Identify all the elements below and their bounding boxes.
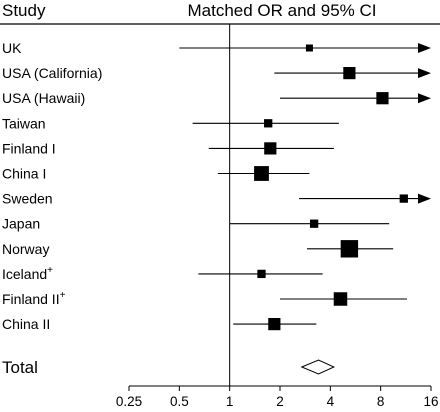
- study-label-text: Japan: [2, 216, 40, 232]
- study-label-6: Sweden: [2, 191, 53, 207]
- ci-arrow-6: [418, 193, 431, 204]
- study-label-superscript: +: [60, 290, 66, 301]
- point-estimate-10: [333, 292, 348, 306]
- study-label-4: Finland I: [2, 140, 56, 156]
- point-estimate-2: [376, 92, 389, 105]
- study-label-8: Norway: [2, 241, 49, 257]
- study-label-text: Norway: [2, 241, 49, 257]
- x-tick-label-2: 1: [226, 394, 234, 409]
- study-label-text: Taiwan: [2, 115, 46, 131]
- study-label-text: USA (Hawaii): [2, 90, 85, 106]
- study-label-11: China II: [2, 316, 50, 332]
- ci-arrow-0: [418, 43, 431, 53]
- point-estimate-5: [254, 166, 269, 181]
- x-tick-label-5: 8: [377, 394, 385, 409]
- x-tick-label-1: 0.5: [170, 394, 189, 409]
- study-label-2: USA (Hawaii): [2, 90, 85, 106]
- study-label-0: UK: [2, 40, 22, 56]
- total-label: Total: [2, 358, 38, 377]
- study-label-1: USA (California): [2, 65, 102, 81]
- point-estimate-6: [399, 194, 408, 203]
- x-tick-label-6: 16: [423, 394, 438, 409]
- point-estimate-8: [340, 240, 359, 258]
- total-diamond: [300, 359, 336, 375]
- point-estimate-9: [257, 269, 266, 279]
- ci-arrow-2: [418, 93, 431, 104]
- point-estimate-4: [264, 142, 277, 155]
- study-label-text: Sweden: [2, 191, 53, 207]
- point-estimate-3: [264, 119, 273, 128]
- study-label-3: Taiwan: [2, 115, 46, 131]
- x-tick-label-3: 2: [276, 394, 284, 409]
- point-estimate-1: [343, 67, 356, 80]
- study-label-5: China I: [2, 166, 46, 182]
- study-label-superscript: +: [47, 265, 53, 276]
- study-rows: UK USA (California) USA (Hawaii) Taiwan Finl…: [2, 40, 431, 377]
- x-tick-label-0: 0.25: [116, 394, 142, 409]
- point-estimate-7: [309, 219, 319, 228]
- study-label-text: China II: [2, 316, 50, 332]
- study-label-7: Japan: [2, 216, 40, 232]
- point-estimate-0: [305, 44, 313, 52]
- study-label-text: China I: [2, 166, 46, 182]
- ci-arrow-1: [418, 68, 431, 79]
- x-tick-label-4: 4: [327, 394, 335, 409]
- x-axis: 0.25 0.5 1 2 4 8 16: [116, 24, 439, 409]
- study-label-text: Finland II: [2, 291, 60, 307]
- study-label-text: Iceland: [2, 266, 47, 282]
- study-label-9: Iceland+: [2, 265, 53, 282]
- study-label-text: USA (California): [2, 65, 102, 81]
- study-label-text: UK: [2, 40, 22, 56]
- study-label-text: Finland I: [2, 140, 56, 156]
- header-effect: Matched OR and 95% CI: [188, 1, 377, 20]
- study-label-10: Finland II+: [2, 290, 66, 307]
- header-study: Study: [2, 1, 46, 20]
- point-estimate-11: [268, 318, 281, 331]
